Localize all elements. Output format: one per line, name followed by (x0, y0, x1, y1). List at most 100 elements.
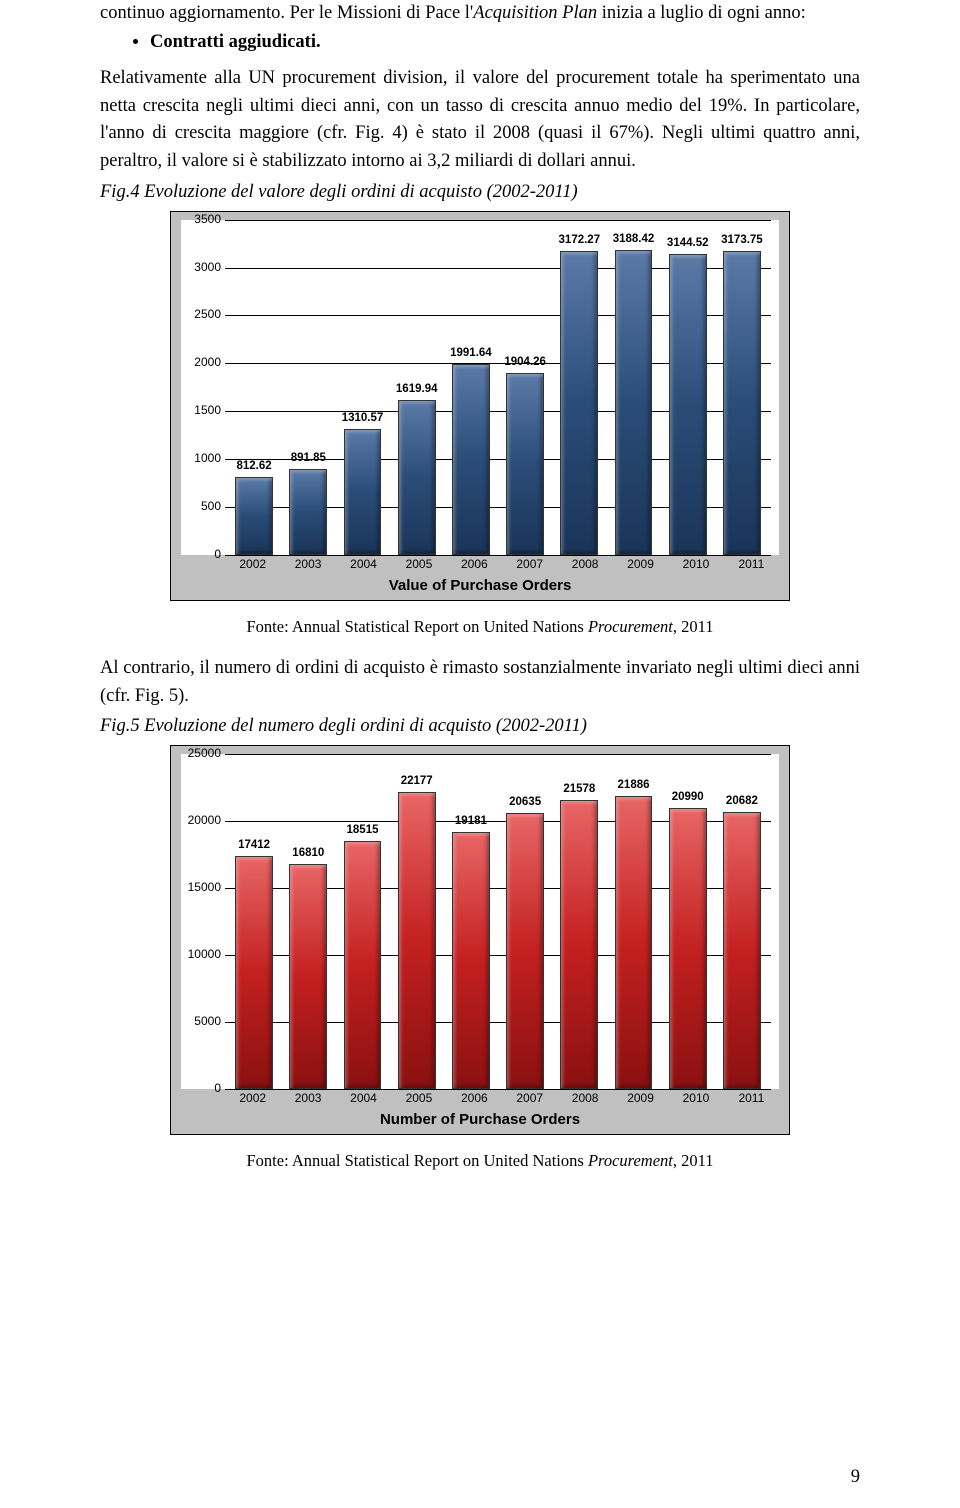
bar-value-label: 812.62 (237, 460, 272, 472)
paragraph-2: Relativamente alla UN procurement divisi… (100, 65, 860, 176)
bar-slot: 20682 (715, 754, 769, 1089)
bar-slot: 1619.94 (390, 220, 444, 555)
bar: 891.85 (289, 469, 327, 554)
chart2-axis-title: Number of Purchase Orders (173, 1111, 787, 1128)
y-tick-label: 2500 (181, 307, 221, 321)
y-tick-label: 15000 (181, 880, 221, 894)
bar: 16810 (289, 864, 327, 1089)
bar: 21578 (560, 800, 598, 1089)
source-2: Fonte: Annual Statistical Report on Unit… (100, 1151, 860, 1171)
bar-slot: 20990 (661, 754, 715, 1089)
bar: 18515 (344, 841, 382, 1089)
x-tick-label: 2003 (280, 1091, 335, 1105)
bar-value-label: 1619.94 (396, 383, 438, 395)
paragraph-intro: continuo aggiornamento. Per le Missioni … (100, 0, 860, 28)
bar-value-label: 3173.75 (721, 234, 763, 246)
x-tick-label: 2002 (225, 557, 280, 571)
y-tick-label: 3000 (181, 260, 221, 274)
bar-value-label: 3188.42 (613, 233, 655, 245)
chart-2: 0 5000 10000 15000 20000 25000 17412 16810 18515… (170, 745, 790, 1135)
chart-2-container: 0 5000 10000 15000 20000 25000 17412 16810 18515… (100, 745, 860, 1135)
x-tick-label: 2003 (280, 557, 335, 571)
x-tick-label: 2010 (668, 1091, 723, 1105)
y-tick-label: 20000 (181, 813, 221, 827)
bar: 22177 (398, 792, 436, 1089)
bullet-contratti: Contratti aggiudicati. (150, 32, 860, 53)
x-tick-label: 2004 (336, 557, 391, 571)
bar: 3173.75 (723, 251, 761, 555)
chart-1: 0500100015002000250030003500812.62891.85… (170, 211, 790, 601)
paragraph-3: Al contrario, il numero di ordini di acq… (100, 655, 860, 711)
bar-slot: 1991.64 (444, 220, 498, 555)
gridline (225, 555, 771, 556)
y-tick-label: 0 (181, 547, 221, 561)
bar-value-label: 16810 (292, 847, 324, 859)
bar-slot: 20635 (498, 754, 552, 1089)
bar-slot: 21578 (552, 754, 606, 1089)
x-tick-label: 2008 (557, 557, 612, 571)
bar: 3172.27 (560, 251, 598, 555)
x-tick-label: 2010 (668, 557, 723, 571)
bar-value-label: 17412 (238, 839, 270, 851)
y-tick-label: 0 (181, 1081, 221, 1095)
y-tick-label: 1500 (181, 403, 221, 417)
bar-value-label: 19181 (455, 815, 487, 827)
bar-slot: 21886 (606, 754, 660, 1089)
bar-slot: 3172.27 (552, 220, 606, 555)
y-tick-label: 10000 (181, 947, 221, 961)
bar-value-label: 891.85 (291, 452, 326, 464)
bar-value-label: 1904.26 (504, 356, 546, 368)
bar: 20990 (669, 808, 707, 1089)
bar-value-label: 20990 (672, 791, 704, 803)
bar-value-label: 22177 (401, 775, 433, 787)
page-number: 9 (851, 1467, 860, 1488)
x-tick-label: 2006 (447, 1091, 502, 1105)
bar-slot: 16810 (281, 754, 335, 1089)
bar-value-label: 21886 (618, 779, 650, 791)
x-tick-label: 2006 (447, 557, 502, 571)
chart-1-container: 0500100015002000250030003500812.62891.85… (100, 211, 860, 601)
bars-row: 812.62 891.85 1310.57 1619.94 1991.64 1904.26… (225, 220, 771, 555)
gridline (225, 1089, 771, 1090)
bar: 21886 (615, 796, 653, 1089)
bar: 3188.42 (615, 250, 653, 555)
y-tick-label: 5000 (181, 1014, 221, 1028)
fig5-caption: Fig.5 Evoluzione del numero degli ordini… (100, 716, 860, 737)
bullet-list: Contratti aggiudicati. (150, 32, 860, 53)
bar-value-label: 3172.27 (559, 234, 601, 246)
bar: 19181 (452, 832, 490, 1089)
bar: 1310.57 (344, 429, 382, 554)
source-1: Fonte: Annual Statistical Report on Unit… (100, 617, 860, 637)
chart1-axis-title: Value of Purchase Orders (173, 577, 787, 594)
bar-value-label: 21578 (563, 783, 595, 795)
bar: 3144.52 (669, 254, 707, 555)
bar-slot: 1310.57 (335, 220, 389, 555)
y-tick-label: 3500 (181, 212, 221, 226)
bar-slot: 3144.52 (661, 220, 715, 555)
x-tick-label: 2011 (724, 1091, 779, 1105)
bar: 1991.64 (452, 364, 490, 555)
bar: 17412 (235, 856, 273, 1089)
x-tick-label: 2008 (557, 1091, 612, 1105)
bar-slot: 1904.26 (498, 220, 552, 555)
bar-slot: 17412 (227, 754, 281, 1089)
y-tick-label: 500 (181, 499, 221, 513)
x-tick-label: 2002 (225, 1091, 280, 1105)
bar-slot: 3173.75 (715, 220, 769, 555)
bar-value-label: 1310.57 (342, 412, 384, 424)
bar: 1904.26 (506, 373, 544, 555)
bar: 20682 (723, 812, 761, 1089)
x-tick-label: 2004 (336, 1091, 391, 1105)
bar-value-label: 3144.52 (667, 237, 709, 249)
x-tick-label: 2011 (724, 557, 779, 571)
x-tick-label: 2009 (613, 1091, 668, 1105)
y-tick-label: 25000 (181, 746, 221, 760)
bar-slot: 22177 (390, 754, 444, 1089)
bar-slot: 19181 (444, 754, 498, 1089)
x-tick-label: 2005 (391, 1091, 446, 1105)
bar-slot: 891.85 (281, 220, 335, 555)
x-tick-label: 2009 (613, 557, 668, 571)
bar-value-label: 18515 (347, 824, 379, 836)
bar-value-label: 20682 (726, 795, 758, 807)
bar-slot: 3188.42 (606, 220, 660, 555)
